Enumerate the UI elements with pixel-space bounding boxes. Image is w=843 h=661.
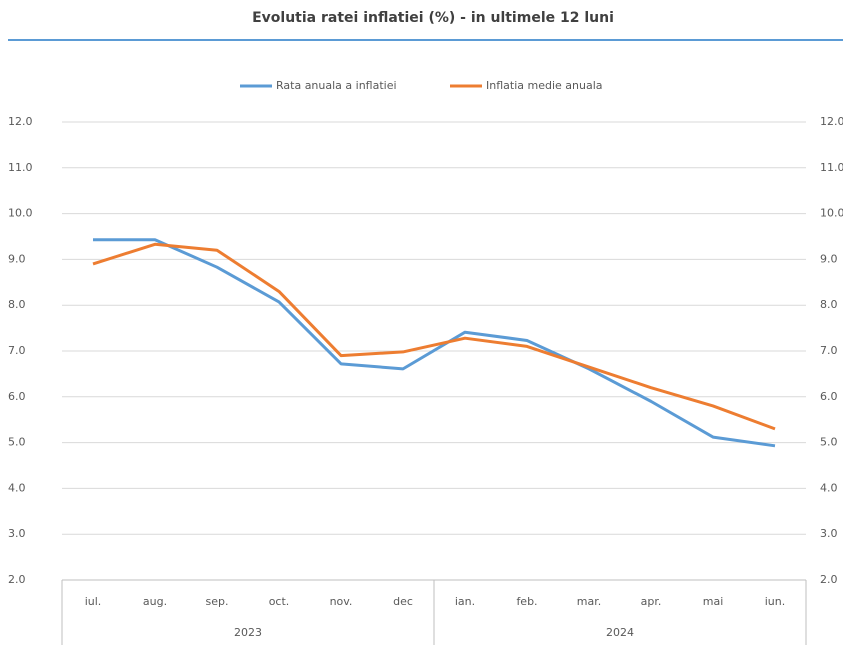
y2-tick-label: 10.0 bbox=[820, 207, 843, 220]
y2-tick-label: 8.0 bbox=[820, 298, 838, 311]
x-tick-label: dec bbox=[393, 595, 413, 608]
legend-label: Inflatia medie anuala bbox=[486, 79, 603, 92]
x-tick-label: feb. bbox=[516, 595, 537, 608]
series-line bbox=[93, 238, 776, 448]
y-tick-label: 3.0 bbox=[8, 527, 26, 540]
x-group-label: 2023 bbox=[234, 626, 262, 639]
y-tick-label: 8.0 bbox=[8, 298, 26, 311]
y2-tick-label: 3.0 bbox=[820, 527, 838, 540]
legend-label: Rata anuala a inflatiei bbox=[276, 79, 397, 92]
x-tick-label: iul. bbox=[85, 595, 102, 608]
x-tick-label: nov. bbox=[330, 595, 353, 608]
y-tick-label: 2.0 bbox=[8, 573, 26, 586]
x-group-label: 2024 bbox=[606, 626, 634, 639]
y-tick-label: 4.0 bbox=[8, 481, 26, 494]
y2-tick-label: 7.0 bbox=[820, 344, 838, 357]
y-tick-label: 10.0 bbox=[8, 207, 33, 220]
x-tick-label: ian. bbox=[455, 595, 475, 608]
x-tick-label: mar. bbox=[577, 595, 601, 608]
y-tick-label: 6.0 bbox=[8, 390, 26, 403]
x-tick-label: iun. bbox=[765, 595, 786, 608]
y-tick-label: 12.0 bbox=[8, 115, 33, 128]
y2-tick-label: 9.0 bbox=[820, 252, 838, 265]
y2-tick-label: 6.0 bbox=[820, 390, 838, 403]
y2-tick-label: 4.0 bbox=[820, 481, 838, 494]
y-tick-label: 11.0 bbox=[8, 161, 33, 174]
y2-tick-label: 11.0 bbox=[820, 161, 843, 174]
x-tick-label: oct. bbox=[269, 595, 290, 608]
series-line bbox=[92, 242, 776, 431]
y-tick-label: 9.0 bbox=[8, 252, 26, 265]
x-tick-label: apr. bbox=[641, 595, 662, 608]
y2-tick-label: 12.0 bbox=[820, 115, 843, 128]
y-tick-label: 5.0 bbox=[8, 436, 26, 449]
y2-tick-label: 2.0 bbox=[820, 573, 838, 586]
y-tick-label: 7.0 bbox=[8, 344, 26, 357]
y2-tick-label: 5.0 bbox=[820, 436, 838, 449]
x-tick-label: aug. bbox=[143, 595, 167, 608]
x-tick-label: sep. bbox=[206, 595, 229, 608]
x-tick-label: mai bbox=[703, 595, 724, 608]
chart-title: Evolutia ratei inflatiei (%) - in ultime… bbox=[252, 10, 614, 26]
